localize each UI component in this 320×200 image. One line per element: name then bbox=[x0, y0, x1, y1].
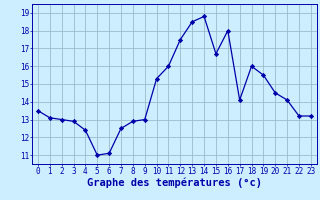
X-axis label: Graphe des températures (°c): Graphe des températures (°c) bbox=[87, 177, 262, 188]
